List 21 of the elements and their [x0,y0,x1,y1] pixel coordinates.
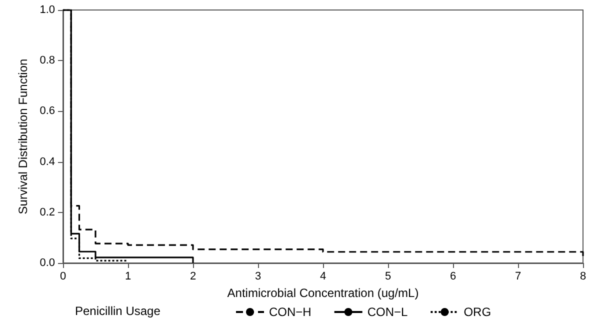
legend-label: ORG [464,305,492,319]
x-tick-label: 3 [254,270,262,282]
x-tick-label: 7 [514,270,522,282]
x-tick-label: 0 [60,270,66,282]
x-tick-label: 5 [384,270,392,282]
y-tick-label: 0.0 [40,257,55,269]
y-tick-label: 1.0 [40,4,55,16]
y-tick-label: 0.8 [40,54,55,67]
x-tick-label: 8 [580,270,586,282]
y-tick-label: 0.6 [40,105,55,118]
x-tick-label: 6 [450,270,456,282]
legend-label: CON−H [269,305,312,319]
legend-title: Penicillin Usage [75,304,161,318]
x-tick-label: 4 [320,270,326,282]
y-axis-title: Survival Distribution Function [16,58,30,214]
x-axis-title: Antimicrobial Concentration (ug/mL) [227,286,419,300]
legend-label: CON−L [367,305,408,319]
y-tick-label: 0.4 [40,156,55,168]
x-tick-label: 2 [190,270,196,282]
x-tick-label: 1 [124,270,132,282]
y-tick-label: 0.2 [40,206,55,218]
